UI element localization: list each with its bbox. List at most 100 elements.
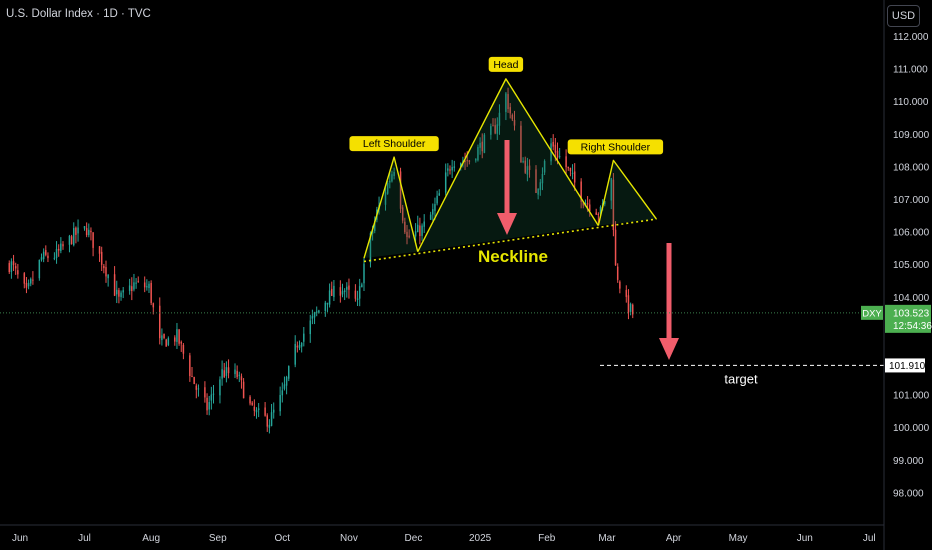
candle [429,211,432,221]
candle-body [554,144,557,153]
candle-body [42,251,45,260]
right-shoulder-label[interactable]: Right Shoulder [567,139,664,155]
candle-body [300,342,303,347]
candle-body [264,407,266,416]
candle [580,178,582,209]
candle [481,133,483,159]
neckline-line[interactable] [363,218,657,263]
candle-body [346,286,348,290]
candle-body [432,209,434,215]
candle-body [333,285,335,298]
candle-body [303,333,305,342]
candle [27,279,30,290]
candles [8,87,634,434]
candle [386,181,389,195]
candle-body [14,266,17,269]
candle-body [404,221,406,233]
head-lines[interactable] [417,78,599,252]
left-shoulder-label-text: Left Shoulder [363,138,426,150]
candle [10,258,13,279]
candle-body [167,338,170,345]
price-tag[interactable]: DXY 103.523 12:54:36 [861,304,932,333]
candle-body [12,261,15,266]
candle-body [180,341,182,344]
candle-body [393,171,395,176]
candle [75,226,77,244]
candle-body [479,142,481,148]
candle-body [288,366,290,379]
x-tick-label: Feb [538,533,556,544]
left-shoulder-lines[interactable] [363,156,419,259]
neckline-label: Neckline [478,247,548,266]
candle [150,280,152,306]
candle-body [354,290,357,299]
candle [348,278,350,299]
candle-body [161,335,163,341]
candle [483,133,486,154]
candle [60,237,62,254]
candle [315,306,318,317]
candle [494,118,496,135]
candle [354,284,357,302]
candle [47,252,49,263]
candle [447,163,449,177]
candle [539,178,542,196]
candle-body [539,182,542,190]
head-label[interactable]: Head [488,56,524,72]
candle-body [571,172,574,174]
left-shoulder-label[interactable]: Left Shoulder [349,136,439,152]
y-tick-label: 109.000 [893,130,930,141]
candle [464,152,466,171]
right-shoulder-lines[interactable] [597,159,657,226]
candle-body [429,214,432,220]
candle [103,263,105,274]
candle [498,104,501,135]
candle-body [589,204,591,211]
candle-body [453,166,456,168]
candle [616,263,619,283]
candle [343,288,346,301]
x-tick-label: Mar [598,533,616,544]
candle-body [122,290,124,293]
candle-body [625,289,628,297]
y-tick-label: 104.000 [893,293,930,304]
candle [288,365,290,382]
y-tick-label: 110.000 [893,97,929,108]
candle-body [371,230,374,234]
candle [23,272,26,289]
candle-body [236,370,238,378]
candle-body [341,291,344,295]
candle [528,159,531,178]
target-label: target [724,371,758,386]
candle [629,302,632,316]
candle-body [249,396,251,404]
candle [313,311,316,325]
candle-body [498,112,501,126]
candle-body [83,226,86,229]
candle-body [103,265,105,269]
x-tick-label: Jun [12,533,28,544]
candle [324,300,327,317]
candle-body [38,259,41,279]
candle-body [223,370,225,378]
candle-body [627,295,630,313]
candle [524,156,526,174]
candle-body [113,274,116,296]
currency-button[interactable]: USD [887,5,920,27]
x-tick-label: Dec [405,533,423,544]
target-arrow [659,243,679,360]
symbol-title[interactable]: U.S. Dollar Index · 1D · TVC [6,8,151,20]
candle [208,395,210,416]
candle-body [449,169,451,171]
candle [204,381,206,403]
price-tag-countdown: 12:54:36 [893,321,932,332]
candle [361,282,363,288]
candle [419,217,421,245]
candle [8,260,10,274]
candle-body [399,171,402,209]
target-tag[interactable]: 101.910 [885,358,926,373]
candle-body [270,412,273,426]
candle [300,342,303,353]
